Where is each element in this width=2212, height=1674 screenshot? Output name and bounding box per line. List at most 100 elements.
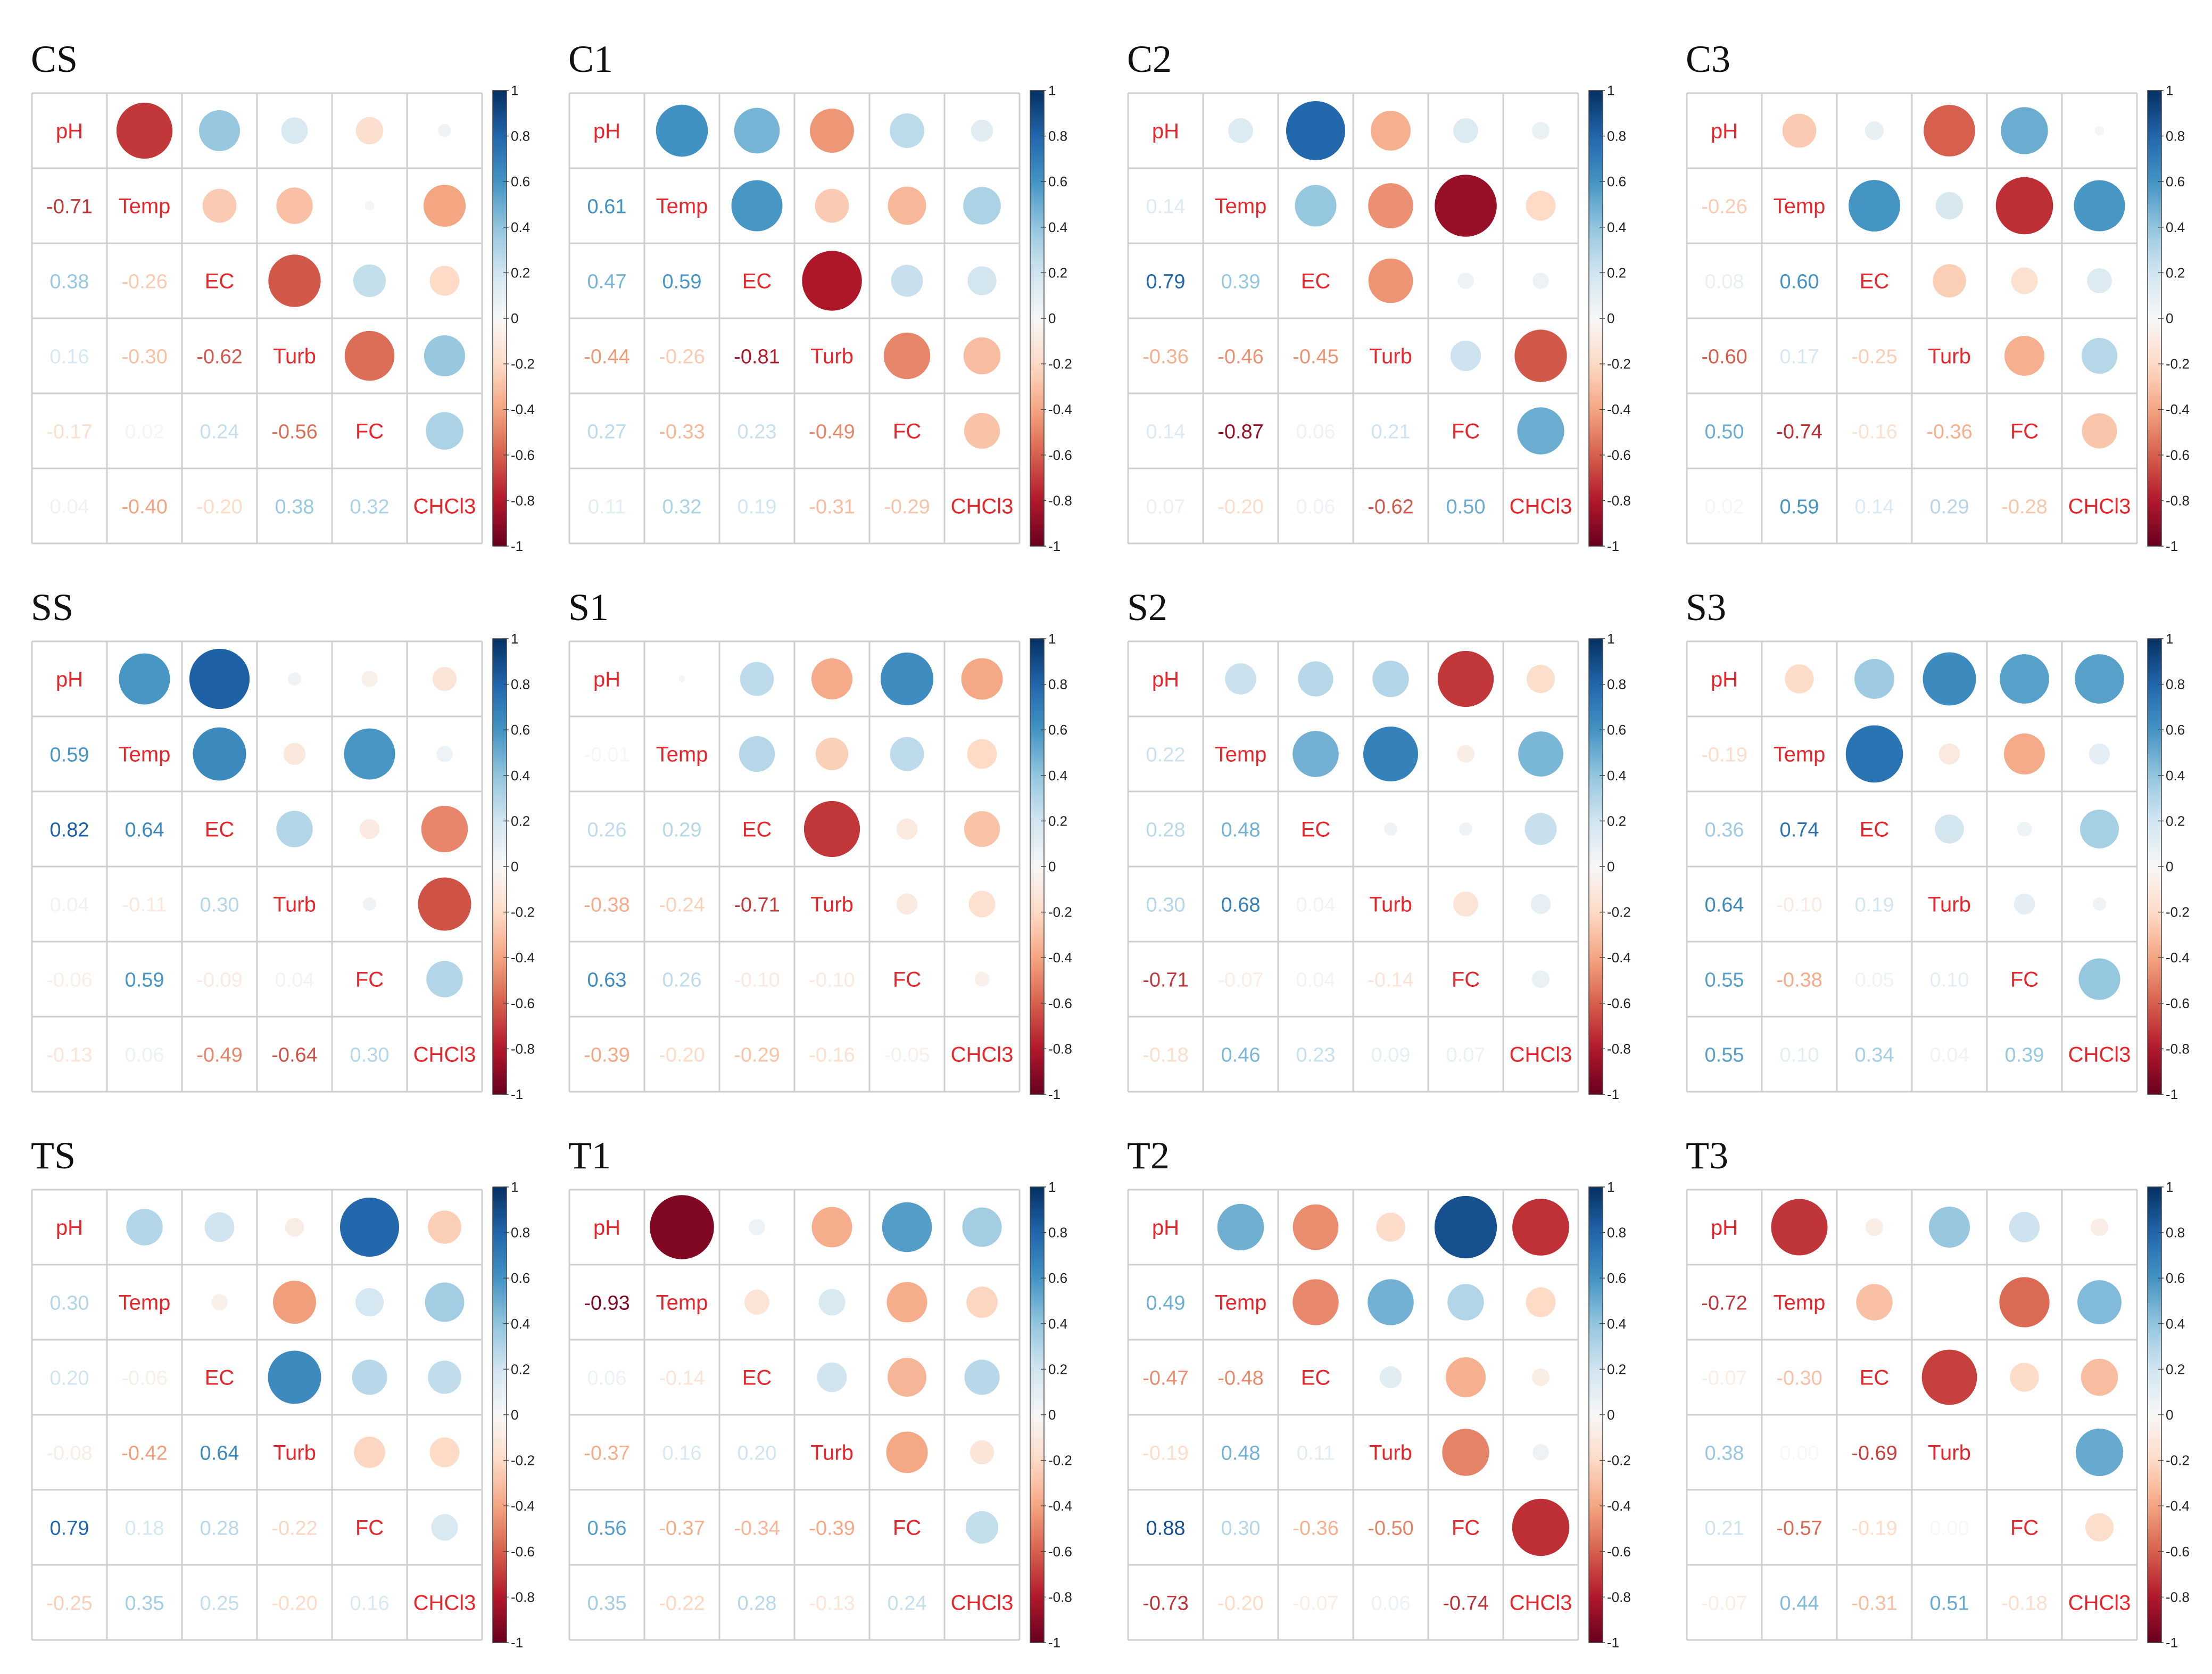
variable-label: Temp [656, 743, 708, 766]
colorbar-tick-label: 0.6 [2166, 722, 2185, 738]
correlation-value: 0.64 [200, 1442, 239, 1465]
correlation-value: -0.13 [46, 1044, 93, 1067]
correlation-circle [1517, 407, 1564, 455]
correlation-circle [2080, 810, 2119, 848]
correlation-value: 0.44 [1780, 1593, 1819, 1615]
colorbar-tick-label: -0.4 [1048, 1498, 1072, 1514]
variable-label: Turb [273, 893, 316, 917]
correlation-circle [1531, 970, 1550, 988]
correlation-value: 0.07 [1146, 496, 1186, 518]
variable-label: EC [742, 818, 772, 842]
correlation-value: 0.04 [1296, 894, 1336, 917]
correlation-circle [1782, 113, 1817, 148]
correlation-value: -0.18 [1142, 1044, 1189, 1067]
correlation-value: 0.59 [50, 744, 89, 766]
colorbar-tick-label: 0.2 [2166, 265, 2185, 281]
correlation-value: 0.23 [738, 421, 777, 443]
correlation-circle [423, 184, 466, 227]
correlation-circle [1928, 1206, 1970, 1248]
correlation-value: 0.48 [1221, 819, 1261, 842]
correlation-circle [355, 117, 384, 145]
correlation-value: 0.82 [50, 819, 89, 842]
correlation-value: 0.68 [1221, 894, 1261, 917]
correlation-circle [2001, 107, 2048, 154]
colorbar-tick-label: 0.4 [1607, 1316, 1626, 1332]
correlation-value: -0.50 [1368, 1518, 1414, 1540]
correlation-circle [734, 108, 780, 154]
correlation-circle [2093, 897, 2106, 911]
colorbar-tick-label: 0.6 [2166, 174, 2185, 189]
correlation-value: 0.50 [1705, 421, 1744, 443]
correlation-circle [425, 1282, 465, 1322]
variable-label: EC [205, 818, 235, 842]
variable-label: Turb [810, 893, 854, 917]
colorbar-tick-label: -0.2 [2166, 904, 2190, 920]
correlation-value: 0.35 [587, 1593, 627, 1615]
colorbar-tick-label: -0.8 [2166, 492, 2190, 508]
correlation-value: -0.16 [1851, 421, 1898, 443]
variable-label: pH [56, 120, 83, 143]
correlation-circle [964, 413, 1000, 449]
variable-label: Temp [1774, 743, 1826, 766]
correlation-circle [2081, 1358, 2118, 1396]
variable-label: Turb [1369, 893, 1412, 917]
correlation-circle [202, 188, 237, 223]
corrplot-svg: pH -0.19 Temp 0.36 0.74 EC 0.64 -0.10 0.19 Turb 0.… [1686, 631, 2190, 1102]
variable-label: Temp [656, 195, 708, 218]
colorbar-tick-label: 0.6 [511, 722, 530, 738]
correlation-circle [1372, 661, 1409, 697]
correlation-value: -0.26 [121, 271, 168, 293]
corrplot-panel-ss: SS pH 0.59 Temp 0.82 0.64 EC 0.04 -0.11 0.30 Turb -… [11, 575, 564, 1123]
correlation-circle [211, 1294, 228, 1310]
correlation-value: -0.49 [196, 1044, 243, 1067]
correlation-value: 0.64 [125, 819, 164, 842]
correlation-circle [1293, 731, 1339, 777]
correlation-circle [1531, 121, 1550, 140]
colorbar-tick-label: 1 [511, 1179, 518, 1195]
correlation-value: -0.69 [1851, 1442, 1898, 1465]
correlation-circle [1526, 1287, 1556, 1317]
variable-label: CHCl3 [2068, 1043, 2131, 1067]
colorbar-tick-label: -1 [1048, 1635, 1061, 1651]
correlation-circle [352, 1359, 387, 1395]
correlation-value: -0.19 [1851, 1518, 1898, 1540]
correlation-value: 0.06 [125, 1044, 164, 1067]
variable-label: FC [355, 968, 384, 992]
correlation-circle [1293, 1279, 1339, 1325]
variable-label: FC [893, 1516, 921, 1540]
correlation-circle [887, 1282, 927, 1323]
correlation-value: -0.37 [584, 1442, 630, 1465]
correlation-circle [1526, 664, 1555, 694]
colorbar-tick-label: -1 [2166, 1635, 2178, 1651]
correlation-value: -0.05 [884, 1044, 930, 1067]
correlation-circle [276, 811, 313, 847]
correlation-circle [1514, 329, 1567, 382]
colorbar-tick-label: -0.8 [511, 1589, 535, 1605]
correlation-circle [2094, 126, 2105, 136]
correlation-circle [802, 251, 862, 311]
correlation-value: 0.10 [1780, 1044, 1819, 1067]
correlation-circle [1921, 1349, 1977, 1405]
colorbar-tick-label: 0.6 [1048, 1270, 1067, 1286]
correlation-value: 0.26 [662, 969, 702, 992]
correlation-value: 0.21 [1371, 421, 1411, 443]
correlation-value: -0.31 [809, 496, 855, 518]
colorbar-tick-label: 0 [1607, 310, 1614, 326]
variable-label: EC [1860, 818, 1890, 842]
correlation-value: 0.11 [588, 496, 626, 518]
correlation-circle [815, 737, 849, 771]
colorbar-tick-label: -1 [2166, 1086, 2178, 1102]
correlation-circle [1865, 1218, 1884, 1236]
correlation-circle [276, 187, 313, 224]
panel-title: S3 [1686, 586, 1727, 629]
correlation-value: -0.39 [809, 1518, 855, 1540]
colorbar-tick-label: 0.4 [1607, 219, 1626, 235]
colorbar-tick-label: -0.2 [1048, 904, 1072, 920]
variable-label: EC [205, 270, 235, 293]
correlation-circle [880, 652, 934, 706]
variable-label: Temp [1774, 195, 1826, 218]
correlation-circle [890, 737, 924, 771]
corrplot-panel-t3: T3 pH -0.72 Temp -0.07 -0.30 EC 0.38 0.00 -0.69 Tu… [1666, 1123, 2212, 1671]
correlation-value: 0.10 [1930, 969, 1969, 992]
correlation-circle [1298, 661, 1333, 697]
